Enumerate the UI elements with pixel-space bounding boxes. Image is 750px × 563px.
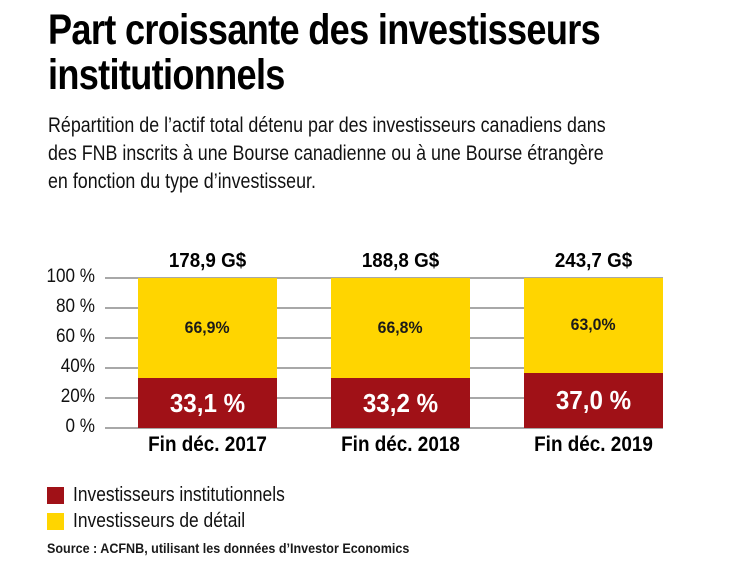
legend-item-institutional: Investisseurs institutionnels <box>47 482 316 508</box>
legend-label-institutional: Investisseurs institutionnels <box>73 483 285 506</box>
y-axis-tick-label: 20% <box>60 386 95 407</box>
plot-area: 66,9% 33,1 % 66,8% 33,2 % 63,0% 37,0 % <box>105 277 663 429</box>
y-axis-tick-label: 60 % <box>56 326 95 347</box>
legend-item-retail: Investisseurs de détail <box>47 508 316 534</box>
y-axis-tick-label: 40% <box>60 356 95 377</box>
bar-total-label: 243,7 G$ <box>554 250 633 272</box>
source-note: Source : ACFNB, utilisant les données d’… <box>47 541 410 556</box>
legend-label-retail: Investisseurs de détail <box>73 509 246 532</box>
y-axis-tick-label: 100 % <box>46 266 95 287</box>
legend-swatch-institutional <box>47 486 64 504</box>
bar-total-label: 178,9 G$ <box>168 250 247 272</box>
bar-segment-institutional: 33,1 % <box>138 378 277 428</box>
bar-value-label-retail: 66,8% <box>378 318 423 338</box>
bar-value-label-institutional: 33,1 % <box>169 387 246 418</box>
x-axis-label: Fin déc. 2019 <box>534 433 653 456</box>
x-axis-label: Fin déc. 2017 <box>148 433 267 456</box>
page-title-line-2: institutionnels <box>48 51 285 99</box>
y-axis-tick-label: 80 % <box>56 296 95 317</box>
y-axis-tick-label: 0 % <box>65 416 95 437</box>
page-title: Part croissante des investisseurs instit… <box>48 6 601 99</box>
bar-group: 66,8% 33,2 % <box>331 278 470 428</box>
bar-segment-retail: 66,9% <box>138 278 277 379</box>
gridline <box>105 427 663 429</box>
page-subtitle-line-2: des FNB inscrits à une Bourse canadienne… <box>48 142 604 165</box>
bar-segment-institutional: 33,2 % <box>331 378 470 428</box>
bar-segment-retail: 63,0% <box>524 278 663 373</box>
bar-value-label-institutional: 37,0 % <box>555 384 632 415</box>
bar-value-label-retail: 66,9% <box>185 318 230 338</box>
legend: Investisseurs institutionnels Investisse… <box>47 482 316 534</box>
legend-swatch-retail <box>47 512 64 530</box>
bar-segment-retail: 66,8% <box>331 278 470 379</box>
bar-group: 66,9% 33,1 % <box>138 278 277 428</box>
page-subtitle-line-1: Répartition de l’actif total détenu par … <box>48 114 606 137</box>
x-axis-label: Fin déc. 2018 <box>341 433 460 456</box>
page-subtitle: Répartition de l’actif total détenu par … <box>48 112 606 196</box>
bar-value-label-institutional: 33,2 % <box>362 387 439 418</box>
bar-chart: 66,9% 33,1 % 66,8% 33,2 % 63,0% 37,0 % 100 % 8… <box>40 246 740 462</box>
page-title-line-1: Part croissante des investisseurs <box>48 6 601 54</box>
bar-total-label: 188,8 G$ <box>361 250 440 272</box>
bar-group: 63,0% 37,0 % <box>524 278 663 428</box>
bar-segment-institutional: 37,0 % <box>524 372 663 428</box>
bar-value-label-retail: 63,0% <box>571 315 616 335</box>
page-subtitle-line-3: en fonction du type d’investisseur. <box>48 170 316 193</box>
